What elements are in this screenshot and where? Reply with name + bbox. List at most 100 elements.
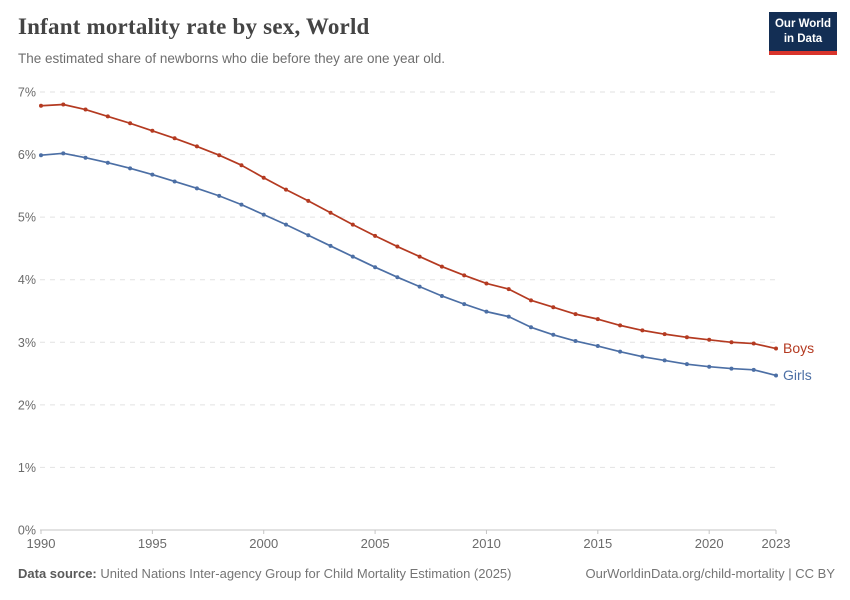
series-point-girls[interactable] xyxy=(83,155,88,160)
series-point-girls[interactable] xyxy=(484,309,489,314)
series-point-boys[interactable] xyxy=(573,312,578,317)
series-point-boys[interactable] xyxy=(417,254,422,259)
footer-link[interactable]: OurWorldinData.org/child-mortality | CC … xyxy=(585,566,836,581)
y-tick-label: 7% xyxy=(18,86,36,100)
series-point-boys[interactable] xyxy=(61,102,66,107)
series-point-boys[interactable] xyxy=(484,281,489,286)
series-point-boys[interactable] xyxy=(217,153,222,158)
series-point-boys[interactable] xyxy=(529,298,533,303)
series-point-boys[interactable] xyxy=(83,107,88,112)
series-point-girls[interactable] xyxy=(640,354,645,359)
x-tick-label: 2015 xyxy=(583,536,612,551)
y-tick-label: 6% xyxy=(18,148,36,162)
series-point-boys[interactable] xyxy=(729,340,734,345)
data-source-label: Data source: xyxy=(18,566,97,581)
series-point-girls[interactable] xyxy=(395,275,400,280)
series-point-boys[interactable] xyxy=(350,222,355,227)
series-point-girls[interactable] xyxy=(217,193,222,198)
x-tick-label: 2005 xyxy=(361,536,390,551)
series-point-girls[interactable] xyxy=(751,367,756,372)
series-point-girls[interactable] xyxy=(172,179,177,184)
series-point-boys[interactable] xyxy=(105,114,110,119)
series-point-boys[interactable] xyxy=(662,332,667,337)
series-point-girls[interactable] xyxy=(529,325,533,330)
y-tick-label: 1% xyxy=(18,461,36,475)
series-point-girls[interactable] xyxy=(261,212,266,217)
series-point-boys[interactable] xyxy=(39,103,43,108)
owid-logo[interactable]: Our World in Data xyxy=(769,12,837,55)
series-point-boys[interactable] xyxy=(707,337,712,342)
series-point-boys[interactable] xyxy=(373,233,378,238)
data-source: Data source: United Nations Inter-agency… xyxy=(18,566,512,581)
series-point-boys[interactable] xyxy=(439,264,444,269)
x-tick-label: 1990 xyxy=(27,536,56,551)
series-line-girls[interactable] xyxy=(40,152,777,377)
series-point-girls[interactable] xyxy=(128,166,133,171)
x-tick-label: 2023 xyxy=(762,536,791,551)
series-point-girls[interactable] xyxy=(551,332,556,337)
series-point-boys[interactable] xyxy=(462,273,467,278)
owid-logo-line1: Our World xyxy=(774,18,831,30)
x-tick-label: 1995 xyxy=(138,536,167,551)
series-point-boys[interactable] xyxy=(595,317,600,322)
series-label-girls[interactable]: Girls xyxy=(783,367,812,383)
owid-logo-line2: in Data xyxy=(783,32,823,45)
series-point-girls[interactable] xyxy=(774,373,778,378)
series-point-boys[interactable] xyxy=(395,244,400,249)
y-tick-label: 3% xyxy=(18,336,36,350)
series-point-boys[interactable] xyxy=(261,175,266,180)
series-point-girls[interactable] xyxy=(684,362,689,367)
chart-footer: Data source: United Nations Inter-agency… xyxy=(18,566,835,581)
series-point-girls[interactable] xyxy=(417,284,422,289)
series-point-boys[interactable] xyxy=(306,198,311,203)
x-tick-label: 2010 xyxy=(472,536,501,551)
series-point-girls[interactable] xyxy=(439,293,444,298)
y-tick-label: 0% xyxy=(18,524,36,538)
series-point-boys[interactable] xyxy=(684,335,689,340)
series-point-girls[interactable] xyxy=(328,243,333,248)
y-tick-label: 2% xyxy=(18,398,36,412)
data-source-text: United Nations Inter-agency Group for Ch… xyxy=(96,566,512,581)
series-point-boys[interactable] xyxy=(239,163,244,168)
page-title: Infant mortality rate by sex, World xyxy=(18,14,370,39)
series-point-boys[interactable] xyxy=(774,346,778,351)
series-label-boys[interactable]: Boys xyxy=(783,340,814,356)
series-line-boys[interactable] xyxy=(40,103,777,350)
series-point-boys[interactable] xyxy=(506,287,511,292)
series-point-girls[interactable] xyxy=(306,233,311,238)
series-point-boys[interactable] xyxy=(194,144,199,149)
series-point-boys[interactable] xyxy=(128,121,133,126)
series-point-girls[interactable] xyxy=(595,344,600,349)
series-point-girls[interactable] xyxy=(373,265,378,270)
series-point-boys[interactable] xyxy=(284,187,288,192)
series-point-boys[interactable] xyxy=(751,341,756,346)
series-point-girls[interactable] xyxy=(707,364,712,369)
series-point-girls[interactable] xyxy=(662,358,667,363)
chart-subtitle: The estimated share of newborns who die … xyxy=(18,51,446,66)
series-point-boys[interactable] xyxy=(618,323,623,328)
series-point-boys[interactable] xyxy=(551,305,556,310)
series-point-boys[interactable] xyxy=(640,328,645,333)
series-point-girls[interactable] xyxy=(194,186,199,191)
series-point-girls[interactable] xyxy=(506,314,511,319)
series-point-girls[interactable] xyxy=(573,339,578,344)
series-point-girls[interactable] xyxy=(105,160,110,165)
x-tick-label: 2020 xyxy=(695,536,724,551)
series-point-girls[interactable] xyxy=(350,254,355,259)
series-point-girls[interactable] xyxy=(618,349,623,354)
series-point-girls[interactable] xyxy=(462,302,467,307)
series-point-girls[interactable] xyxy=(150,172,155,177)
series-point-girls[interactable] xyxy=(284,222,288,227)
series-point-girls[interactable] xyxy=(729,366,734,371)
series-point-girls[interactable] xyxy=(239,202,244,207)
series-point-boys[interactable] xyxy=(328,210,333,215)
series-point-boys[interactable] xyxy=(150,128,155,133)
y-tick-label: 5% xyxy=(18,211,36,225)
series-point-girls[interactable] xyxy=(39,153,43,158)
x-tick-label: 2000 xyxy=(249,536,278,551)
series-point-girls[interactable] xyxy=(61,151,66,156)
series-point-boys[interactable] xyxy=(172,136,177,141)
y-tick-label: 4% xyxy=(18,273,36,287)
